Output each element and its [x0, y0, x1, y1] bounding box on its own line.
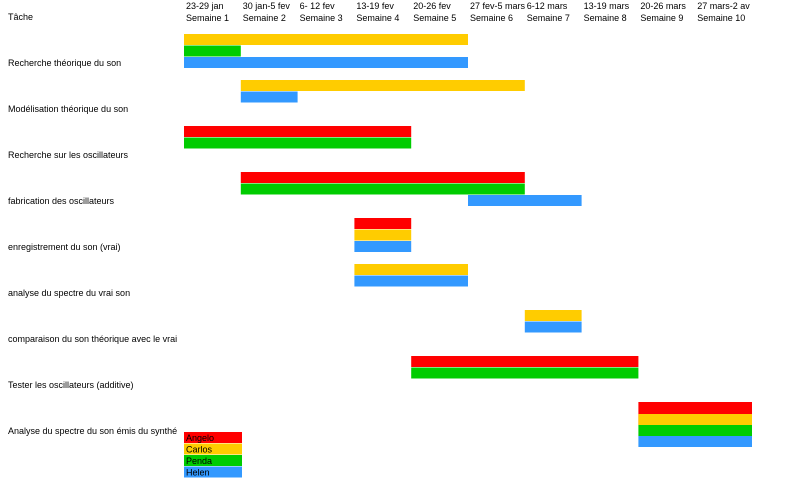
legend-swatch-angelo [184, 432, 242, 443]
gantt-bar-penda [638, 425, 752, 436]
gantt-bar-carlos [184, 34, 468, 45]
gantt-bar-helen [240, 91, 298, 103]
task-label: comparaison du son théorique avec le vra… [8, 334, 177, 344]
gantt-bar-carlos [240, 80, 525, 91]
gantt-bar-angelo [411, 356, 639, 367]
week-date-label: 6-12 mars [527, 1, 568, 11]
week-date-label: 30 jan-5 fev [243, 1, 291, 11]
week-number-label: Semaine 1 [186, 13, 229, 23]
gantt-bar-angelo [240, 172, 525, 183]
week-date-label: 20-26 fev [413, 1, 451, 11]
week-number-label: Semaine 7 [527, 13, 570, 23]
week-date-label: 27 fev-5 mars [470, 1, 526, 11]
week-date-label: 13-19 fev [356, 1, 394, 11]
week-date-label: 13-19 mars [584, 1, 630, 11]
week-number-label: Semaine 6 [470, 13, 513, 23]
gantt-bar-penda [184, 137, 412, 149]
week-number-label: Semaine 10 [697, 13, 745, 23]
legend-label: Penda [186, 456, 212, 466]
legend-swatch-penda [184, 455, 242, 466]
legend-swatch-carlos [184, 443, 242, 455]
gantt-bar-carlos [354, 229, 412, 241]
task-label: Modélisation théorique du son [8, 104, 128, 114]
gantt-bar-helen [354, 275, 468, 287]
gantt-bar-helen [638, 436, 752, 447]
week-date-label: 27 mars-2 av [697, 1, 750, 11]
legend-label: Helen [186, 468, 210, 478]
legend-label: Angelo [186, 433, 214, 443]
week-date-label: 20-26 mars [640, 1, 686, 11]
gantt-bar-helen [354, 241, 412, 252]
gantt-bar-penda [411, 367, 639, 379]
gantt-bar-helen [468, 195, 582, 206]
week-headers: 23-29 jan Semaine 1 30 jan-5 fev Semaine 2 6… [186, 1, 750, 23]
week-number-label: Semaine 2 [243, 13, 286, 23]
week-date-label: 6- 12 fev [300, 1, 336, 11]
week-number-label: Semaine 8 [584, 13, 627, 23]
gantt-bar-carlos [524, 310, 582, 321]
week-number-label: Semaine 3 [300, 13, 343, 23]
task-header: Tâche [8, 12, 33, 22]
gantt-bar-carlos [354, 264, 468, 275]
gantt-bar-angelo [354, 218, 412, 229]
task-label: Recherche théorique du son [8, 58, 121, 68]
gantt-bar-carlos [638, 414, 752, 425]
gantt-bar-helen [184, 57, 468, 68]
week-number-label: Semaine 4 [356, 13, 399, 23]
legend-label: Carlos [186, 445, 213, 455]
week-number-label: Semaine 5 [413, 13, 456, 23]
week-date-label: 23-29 jan [186, 1, 224, 11]
gantt-bars [184, 34, 752, 447]
task-label: Recherche sur les oscillateurs [8, 150, 129, 160]
gantt-bar-helen [524, 321, 582, 333]
legend-swatch-helen [184, 466, 242, 478]
task-labels: Recherche théorique du son Modélisation t… [8, 58, 177, 436]
gantt-bar-penda [184, 45, 241, 57]
task-label: enregistrement du son (vrai) [8, 242, 121, 252]
task-label: fabrication des oscillateurs [8, 196, 115, 206]
week-number-label: Semaine 9 [640, 13, 683, 23]
task-label: analyse du spectre du vrai son [8, 288, 130, 298]
gantt-bar-penda [240, 183, 525, 195]
task-label: Tester les oscillateurs (additive) [8, 380, 134, 390]
gantt-bar-angelo [184, 126, 412, 137]
task-label: Analyse du spectre du son émis du synthé [8, 426, 177, 436]
